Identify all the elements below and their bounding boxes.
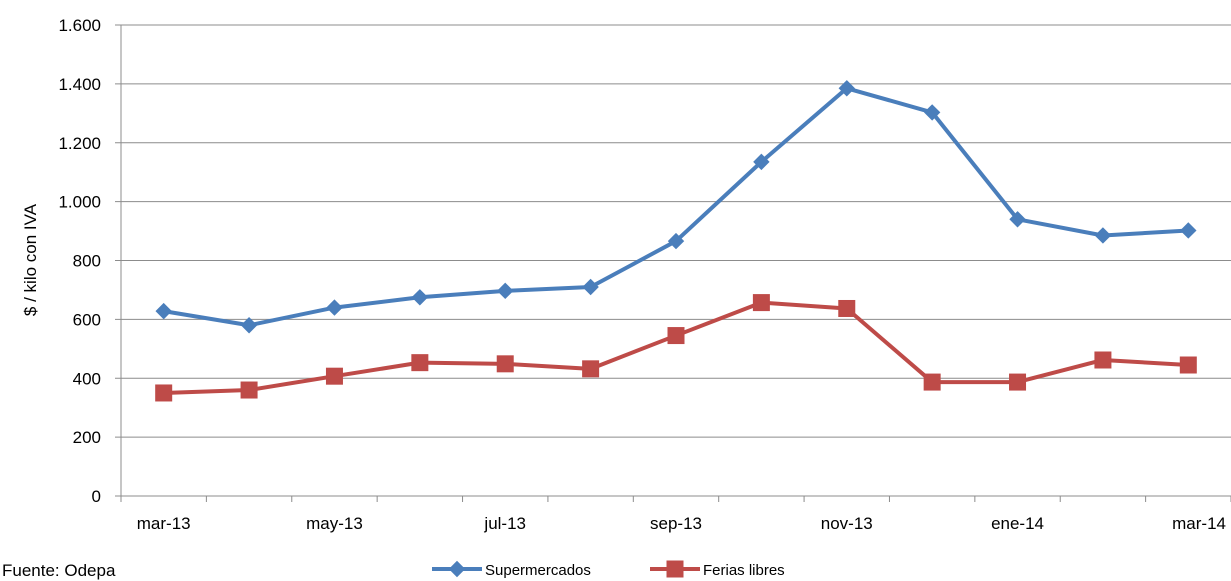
y-tick-label: 400 <box>73 369 101 388</box>
y-tick-labels: 0 200 400 600 800 1.000 1.200 1.400 1.600 <box>58 16 101 506</box>
data-point <box>1094 227 1112 244</box>
x-tick-label: nov-13 <box>821 514 873 533</box>
legend-label: Supermercados <box>485 562 591 579</box>
source-note: Fuente: Odepa <box>2 561 116 580</box>
series-lines <box>155 80 1197 402</box>
y-tick-label: 1.200 <box>58 134 101 153</box>
y-tick-label: 800 <box>73 252 101 271</box>
y-tick-label: 1.400 <box>58 75 101 94</box>
x-tick-label: mar-13 <box>137 514 191 533</box>
legend-item: Supermercados <box>432 560 591 579</box>
series-line <box>163 300 1189 395</box>
data-point <box>1009 373 1027 391</box>
series-ferias-libres <box>155 294 1197 402</box>
legend-label: Ferias libres <box>703 562 785 579</box>
data-point <box>752 294 770 312</box>
y-tick-label: 600 <box>73 310 101 329</box>
data-point <box>923 373 941 391</box>
data-point <box>667 327 685 345</box>
y-tick-label: 200 <box>73 428 101 447</box>
x-tick-label: may-13 <box>306 514 363 533</box>
axes <box>115 24 1231 502</box>
data-point <box>240 317 258 334</box>
data-point <box>496 355 514 373</box>
data-point <box>1094 351 1112 369</box>
series-line <box>163 86 1189 328</box>
data-point <box>838 299 856 317</box>
data-point <box>155 302 172 320</box>
x-tick-label: ene-14 <box>991 514 1044 533</box>
data-point <box>582 278 599 296</box>
y-tick-label: 0 <box>92 487 101 506</box>
data-point <box>1180 222 1197 239</box>
series-supermercados <box>155 80 1197 334</box>
data-point <box>753 153 770 171</box>
data-point <box>326 299 343 316</box>
y-axis-label: $ / kilo con IVA <box>21 203 40 316</box>
data-point <box>497 282 514 300</box>
data-point <box>838 80 855 97</box>
data-point <box>582 360 600 378</box>
x-tick-label: jul-13 <box>483 514 526 533</box>
data-point <box>667 232 685 250</box>
data-point <box>923 104 941 121</box>
legend-marker <box>666 560 684 578</box>
data-point <box>325 367 343 385</box>
y-tick-label: 1.000 <box>58 193 101 212</box>
x-tick-label: sep-13 <box>650 514 702 533</box>
legend-item: Ferias libres <box>650 560 785 579</box>
grid-lines <box>121 24 1231 438</box>
legend-marker <box>448 560 466 578</box>
data-point <box>240 381 258 399</box>
legend: Supermercados Ferias libres <box>432 560 785 579</box>
data-point <box>155 384 173 402</box>
data-point <box>411 289 429 306</box>
x-tick-label: mar-14 <box>1172 514 1226 533</box>
data-point <box>1009 211 1026 228</box>
data-point <box>1179 356 1197 374</box>
x-tick-labels: mar-13 may-13 jul-13 sep-13 nov-13 ene-14 mar-… <box>137 514 1226 533</box>
data-point <box>411 354 429 372</box>
y-tick-label: 1.600 <box>58 16 101 35</box>
